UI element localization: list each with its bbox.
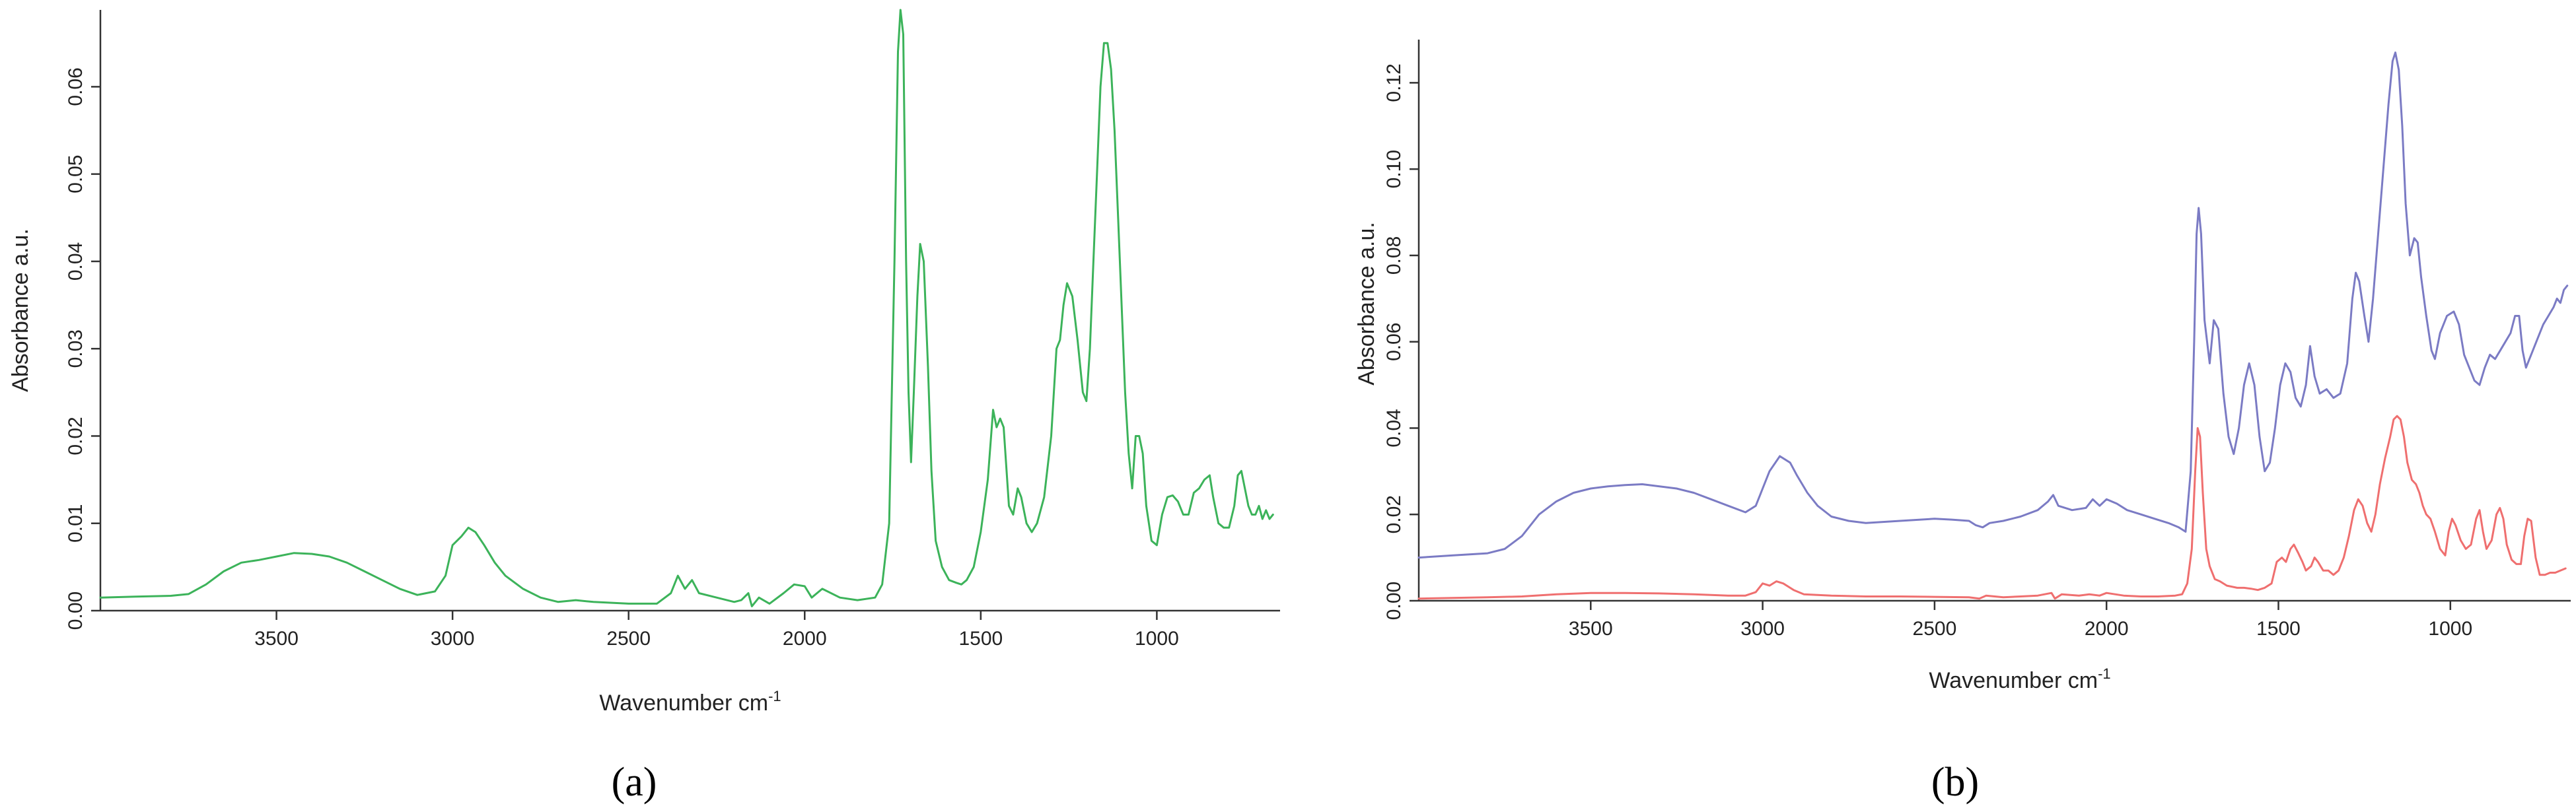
- panel-a-y-tick-label: 0.03: [65, 329, 87, 368]
- panel-a-y-tick-label: 0.04: [65, 242, 87, 281]
- panel-a-series: [99, 9, 1274, 607]
- panel-a-y-tick-label: 0.02: [65, 417, 87, 455]
- panel-b-chart: 3500 3000 2500 2000 1500 1000 0.000.020.040.0…: [1354, 40, 2571, 805]
- panel-a-label: (a): [612, 760, 657, 805]
- panel-a-y-tick-label: 0.00: [65, 592, 87, 630]
- panel-b-y-tick-label: 0.06: [1383, 322, 1405, 360]
- panel-a-x-ticks: 3500 3000 2500 2000 1500 1000: [254, 611, 1179, 650]
- panel-b-y-tick-label: 0.02: [1383, 495, 1405, 533]
- panel-b-label: (b): [1931, 760, 1979, 805]
- panel-a-x-tick-label: 2500: [606, 628, 651, 650]
- panel-a-x-axis-title: Wavenumber cm-1: [599, 688, 781, 716]
- panel-a-y-tick-label: 0.06: [65, 67, 87, 106]
- panel-b-series: [1417, 51, 2569, 600]
- panel-b-x-ticks: 3500 3000 2500 2000 1500 1000: [1569, 601, 2472, 640]
- panel-b-y-tick-label: 0.04: [1383, 409, 1405, 447]
- panel-a-x-tick-label: 3000: [431, 628, 475, 650]
- panel-a-x-tick-label: 1000: [1135, 628, 1179, 650]
- panel-b-x-tick-label: 1500: [2256, 618, 2301, 640]
- panel-a-y-ticks: 0.00 0.01 0.02 0.03 0.04 0.05 0.06: [65, 67, 100, 630]
- panel-a-x-tick-label: 3500: [254, 628, 299, 650]
- panel-a-x-tick-label: 1500: [958, 628, 1003, 650]
- panel-b-y-axis-title: Absorbance a.u.: [1354, 222, 1379, 386]
- panel-b-series-line-1: [1417, 51, 2569, 559]
- panel-b-x-tick-label: 2000: [2085, 618, 2129, 640]
- panel-b-x-axis-title: Wavenumber cm-1: [1929, 665, 2110, 693]
- panel-b-y-ticks: 0.00 0.02 0.04 0.06 0.08 0.10 0.12: [1383, 63, 1419, 620]
- panel-a-y-tick-label: 0.01: [65, 504, 87, 543]
- panel-b-x-tick-label: 2500: [1913, 618, 1957, 640]
- panel-a-x-tick-label: 2000: [783, 628, 827, 650]
- panel-a-y-tick-label: 0.05: [65, 154, 87, 193]
- panel-b-series-line-2: [1417, 415, 2567, 600]
- panel-b-x-tick-label: 3000: [1740, 618, 1785, 640]
- panel-b-x-tick-label: 1000: [2428, 618, 2472, 640]
- panel-b-y-tick-label: 0.12: [1383, 63, 1405, 102]
- panel-b-y-tick-label: 0.08: [1383, 236, 1405, 275]
- panel-b-y-tick-label: 0.00: [1383, 582, 1405, 620]
- panel-b-y-tick-label: 0.10: [1383, 150, 1405, 188]
- panel-a-series-line-1: [99, 9, 1274, 607]
- panel-a-chart: 3500 3000 2500 2000 1500 1000 0.000.010.020.0…: [8, 9, 1280, 805]
- panel-b-x-tick-label: 3500: [1569, 618, 1613, 640]
- panel-a-y-axis-title: Absorbance a.u.: [8, 228, 33, 392]
